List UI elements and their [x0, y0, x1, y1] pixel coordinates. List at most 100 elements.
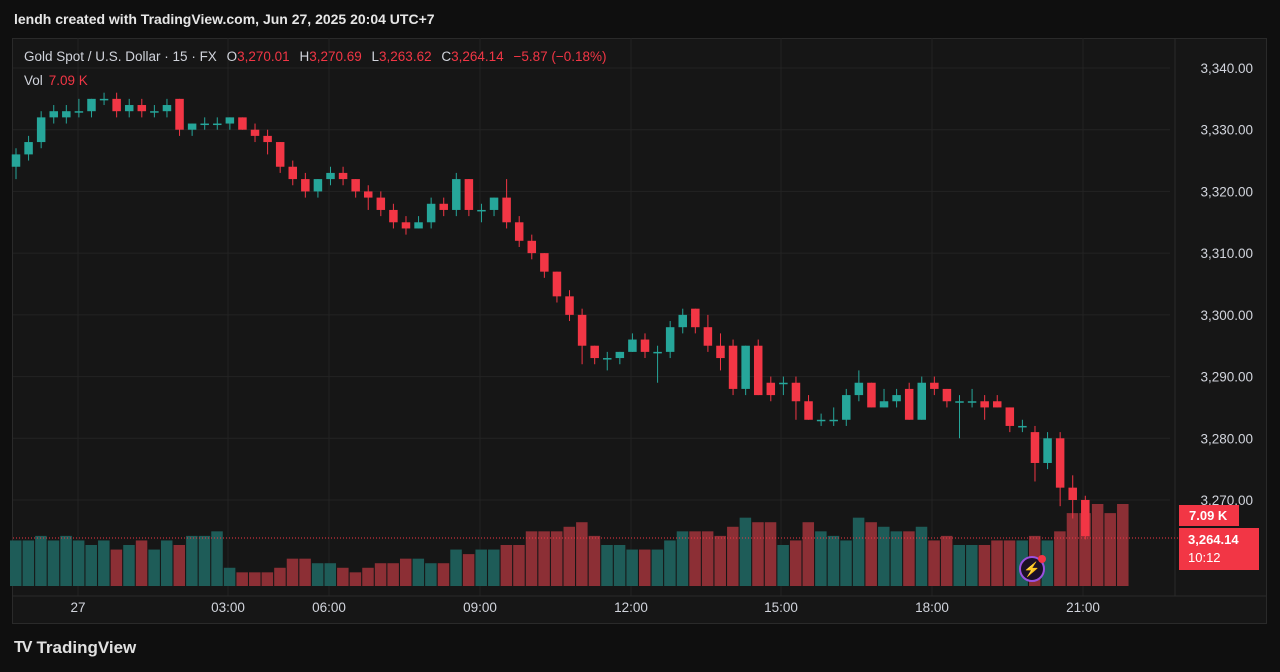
- candle-body: [540, 253, 549, 272]
- candle-body: [376, 197, 386, 210]
- volume-bar: [1104, 513, 1116, 586]
- volume-bar: [865, 522, 877, 586]
- close-label: C: [441, 49, 452, 64]
- attribution: lendh created with TradingView.com, Jun …: [14, 11, 435, 27]
- volume-bar: [72, 540, 85, 586]
- candle-body: [703, 327, 713, 346]
- candle-body: [1018, 425, 1027, 428]
- y-tick-label: 3,290.00: [1200, 370, 1253, 385]
- volume-bar: [22, 540, 35, 586]
- footer-brand[interactable]: TV TradingView: [14, 638, 136, 658]
- volume-bar: [714, 535, 726, 586]
- volume-bar: [940, 535, 953, 586]
- volume-bar: [198, 535, 211, 586]
- candle-body: [829, 419, 838, 422]
- candle-body: [766, 382, 776, 396]
- x-tick-label: 18:00: [915, 600, 949, 615]
- open-value: 3,270.01: [237, 49, 290, 64]
- candle-body: [238, 117, 247, 130]
- volume-bar: [374, 563, 387, 586]
- volume-bar: [664, 540, 676, 586]
- candle-body: [867, 382, 876, 408]
- candle-body: [678, 314, 687, 328]
- vol-value: 7.09 K: [48, 73, 88, 88]
- candle-body: [1030, 432, 1040, 463]
- volume-bar: [626, 549, 638, 586]
- candle-body: [62, 111, 71, 118]
- candle-body: [590, 345, 599, 359]
- candle-body: [99, 98, 109, 101]
- candle-body: [603, 358, 612, 360]
- chart-frame[interactable]: [12, 38, 1267, 624]
- candle-body: [1043, 438, 1052, 463]
- y-tick-label: 3,330.00: [1200, 123, 1253, 138]
- volume-bar: [915, 526, 928, 586]
- candle-body: [301, 179, 310, 192]
- candle-body: [313, 179, 323, 192]
- candle-body: [11, 154, 21, 167]
- candle-body: [162, 105, 172, 112]
- candle-body: [464, 179, 474, 210]
- candle-body: [200, 123, 209, 126]
- candle-body: [1068, 487, 1077, 500]
- x-tick-label: 12:00: [614, 600, 648, 615]
- volume-bar: [764, 522, 777, 586]
- candle-body: [879, 401, 889, 408]
- candle-body: [326, 172, 335, 180]
- volume-bar: [488, 549, 500, 586]
- candle-body: [338, 172, 348, 180]
- volume-bar: [1117, 504, 1129, 586]
- volume-bar: [550, 531, 563, 586]
- volume-bar: [387, 563, 399, 586]
- candle-body: [187, 123, 197, 130]
- candle-body: [552, 271, 562, 297]
- candle-body: [779, 382, 788, 385]
- volume-bar: [1003, 540, 1016, 586]
- volume-bar: [135, 540, 148, 586]
- price-tag: 3,264.14 10:12: [1179, 528, 1259, 570]
- volume-bar: [286, 558, 299, 586]
- candle-body: [992, 401, 1002, 408]
- candle-body: [653, 351, 662, 354]
- candle-body: [741, 345, 750, 389]
- lightning-icon[interactable]: ⚡: [1019, 555, 1046, 582]
- volume-bar: [1091, 504, 1104, 586]
- candle-body: [980, 401, 989, 408]
- candle-body: [615, 351, 625, 359]
- volume-bar: [223, 567, 236, 586]
- volume-bar: [349, 572, 362, 586]
- volume-bar: [739, 517, 752, 586]
- volume-bar: [613, 545, 626, 586]
- candle-body: [389, 209, 398, 223]
- x-tick-label: 09:00: [463, 600, 497, 615]
- volume-bar: [815, 531, 827, 586]
- volume-bar: [890, 531, 903, 586]
- candle-body: [502, 197, 511, 223]
- candle-body: [351, 179, 360, 192]
- candle-body: [753, 345, 763, 396]
- volume-bar: [261, 572, 274, 586]
- volume-bar: [588, 535, 601, 586]
- volume-bar: [1066, 513, 1079, 586]
- volume-bar: [98, 540, 110, 586]
- candle-body: [263, 135, 272, 143]
- candle-body: [691, 308, 700, 328]
- volume-bar: [928, 540, 940, 586]
- candle-body: [477, 209, 486, 212]
- low-value: 3,263.62: [379, 49, 432, 64]
- volume-bar: [236, 572, 248, 586]
- candle-body: [250, 129, 260, 136]
- volume-bar: [878, 526, 890, 586]
- symbol-label: Gold Spot / U.S. Dollar · 15 · FX: [24, 49, 217, 64]
- x-tick-label: 21:00: [1066, 600, 1100, 615]
- volume-bar: [337, 567, 349, 586]
- volume-bar: [110, 549, 123, 586]
- candle-body: [112, 98, 121, 112]
- candle-body: [716, 345, 725, 359]
- price-tag-value: 3,264.14: [1188, 532, 1239, 547]
- volume-bar: [513, 545, 525, 586]
- volume-bar: [173, 545, 186, 586]
- y-tick-label: 3,300.00: [1200, 308, 1253, 323]
- y-tick-label: 3,310.00: [1200, 246, 1253, 261]
